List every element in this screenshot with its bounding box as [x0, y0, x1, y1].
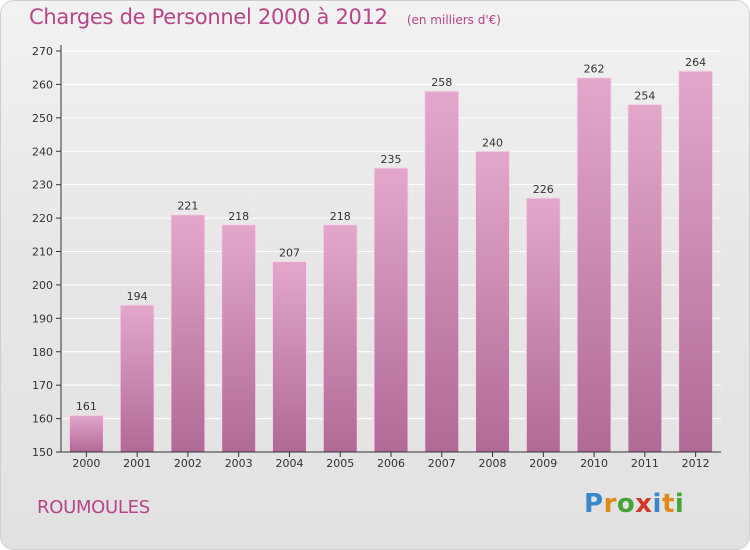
logo-letter: r — [603, 489, 617, 519]
bar — [119, 304, 155, 453]
title-row: Charges de Personnel 2000 à 2012 (en mil… — [29, 5, 501, 29]
bar — [475, 150, 511, 453]
bar — [271, 261, 307, 453]
y-tick-label: 150 — [32, 446, 53, 459]
y-tick-label: 180 — [32, 346, 53, 359]
y-tick-label: 220 — [32, 212, 53, 225]
x-tick-label: 2002 — [174, 457, 202, 470]
bar — [525, 197, 561, 453]
chart-subtitle: (en milliers d'€) — [406, 13, 501, 27]
x-tick-label: 2004 — [275, 457, 303, 470]
y-tick-label: 160 — [32, 413, 53, 426]
logo-letter: i — [652, 489, 662, 519]
labels: 150 160 170 180 190 200 210 220 230 240 250 260 270 1… — [32, 45, 710, 470]
x-tick-label: 2011 — [631, 457, 659, 470]
x-tick-label: 2006 — [377, 457, 405, 470]
x-tick-label: 2008 — [479, 457, 507, 470]
y-tick-label: 230 — [32, 179, 53, 192]
x-tick-label: 2000 — [72, 457, 100, 470]
data-label: 218 — [228, 210, 249, 223]
town-name: ROUMOULES — [37, 497, 150, 518]
bar — [627, 103, 663, 453]
data-label: 258 — [431, 76, 452, 89]
bar — [170, 214, 206, 453]
y-tick-label: 270 — [32, 45, 53, 58]
proxiti-logo: Proxiti — [584, 489, 684, 519]
bar — [221, 224, 257, 453]
y-tick-label: 170 — [32, 379, 53, 392]
logo-letter: x — [635, 489, 653, 519]
y-tick-label: 240 — [32, 145, 53, 158]
x-tick-label: 2010 — [580, 457, 608, 470]
axes — [56, 45, 721, 457]
y-tick-label: 250 — [32, 112, 53, 125]
logo-letter: t — [661, 489, 675, 519]
y-tick-label: 190 — [32, 312, 53, 325]
bar — [678, 70, 714, 453]
bar — [373, 167, 409, 453]
logo-letter: i — [674, 489, 685, 519]
data-label: 262 — [584, 63, 605, 76]
data-label: 264 — [685, 56, 706, 69]
data-label: 240 — [482, 136, 503, 149]
bar — [322, 224, 358, 453]
y-tick-label: 210 — [32, 246, 53, 259]
x-tick-label: 2003 — [225, 457, 253, 470]
data-label: 235 — [381, 153, 402, 166]
bars — [68, 70, 714, 453]
x-tick-label: 2012 — [682, 457, 710, 470]
y-tick-label: 260 — [32, 78, 53, 91]
bar — [424, 90, 460, 453]
data-label: 226 — [533, 183, 554, 196]
logo-letter: o — [616, 489, 636, 519]
bar — [68, 414, 104, 453]
chart-title: Charges de Personnel 2000 à 2012 — [29, 5, 388, 29]
data-label: 221 — [177, 200, 198, 213]
x-tick-label: 2009 — [529, 457, 557, 470]
x-tick-label: 2007 — [428, 457, 456, 470]
x-tick-label: 2001 — [123, 457, 151, 470]
x-tick-label: 2005 — [326, 457, 354, 470]
data-label: 218 — [330, 210, 351, 223]
data-label: 161 — [76, 400, 97, 413]
y-tick-label: 200 — [32, 279, 53, 292]
logo-letter: P — [584, 489, 604, 519]
data-label: 194 — [127, 290, 148, 303]
data-label: 207 — [279, 247, 300, 260]
data-label: 254 — [634, 89, 655, 102]
bar — [576, 77, 612, 453]
